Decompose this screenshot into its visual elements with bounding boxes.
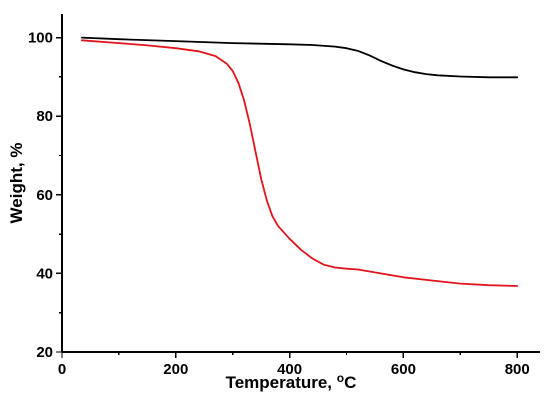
y-tick-label: 100 <box>28 30 53 47</box>
series-line-2 <box>81 39 519 287</box>
y-tick-label: 40 <box>36 265 53 282</box>
x-axis-label: Temperature, oC <box>226 371 357 392</box>
x-axis-label-unit: C <box>344 373 356 392</box>
x-tick-label: 600 <box>391 361 416 378</box>
x-axis-label-degree: o <box>337 371 344 385</box>
x-tick-label: 800 <box>505 361 530 378</box>
y-tick-label: 20 <box>36 344 53 361</box>
y-ticks: 20 40 60 80 100 <box>28 30 62 361</box>
x-axis-label-text: Temperature, <box>226 373 337 392</box>
x-tick-label: 200 <box>163 361 188 378</box>
axes: 0 200 400 600 800 20 40 60 80 100 <box>28 14 540 378</box>
y-tick-label: 80 <box>36 108 53 125</box>
y-axis-label: Weight, % <box>7 143 26 224</box>
series-line-1 <box>81 36 519 79</box>
series-group <box>81 36 519 287</box>
x-tick-label: 0 <box>58 361 66 378</box>
x-ticks: 0 200 400 600 800 <box>58 352 530 378</box>
x-tick-label: 400 <box>277 361 302 378</box>
y-tick-label: 60 <box>36 187 53 204</box>
